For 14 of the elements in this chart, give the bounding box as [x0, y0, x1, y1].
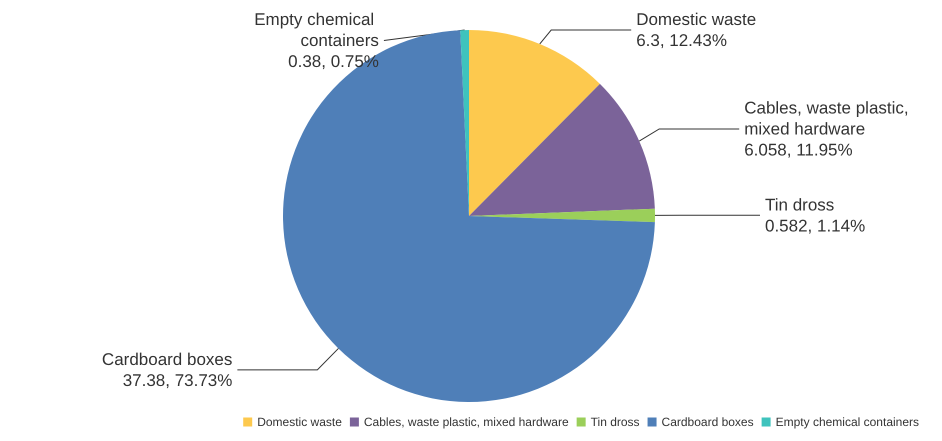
slice-label: Cardboard boxes	[102, 350, 232, 369]
data-label: 0.582, 1.14%	[765, 216, 866, 236]
data-label: 37.38, 73.73%	[122, 370, 232, 390]
legend-label: Cables, waste plastic, mixed hardware	[364, 415, 569, 429]
slice-label: Domestic waste	[636, 10, 756, 29]
slice-label: Cables, waste plastic, mixed hardware	[744, 98, 914, 138]
legend-label: Cardboard boxes	[662, 415, 754, 429]
data-label: 6.058, 11.95%	[744, 140, 853, 160]
data-label: 6.3, 12.43%	[636, 31, 727, 50]
legend-label: Domestic waste	[257, 415, 342, 429]
slice-label: Tin dross	[765, 195, 834, 214]
legend-label: Tin dross	[590, 415, 640, 429]
slice-label: Empty chemical containers	[254, 10, 379, 50]
legend-label: Empty chemical containers	[776, 415, 919, 429]
